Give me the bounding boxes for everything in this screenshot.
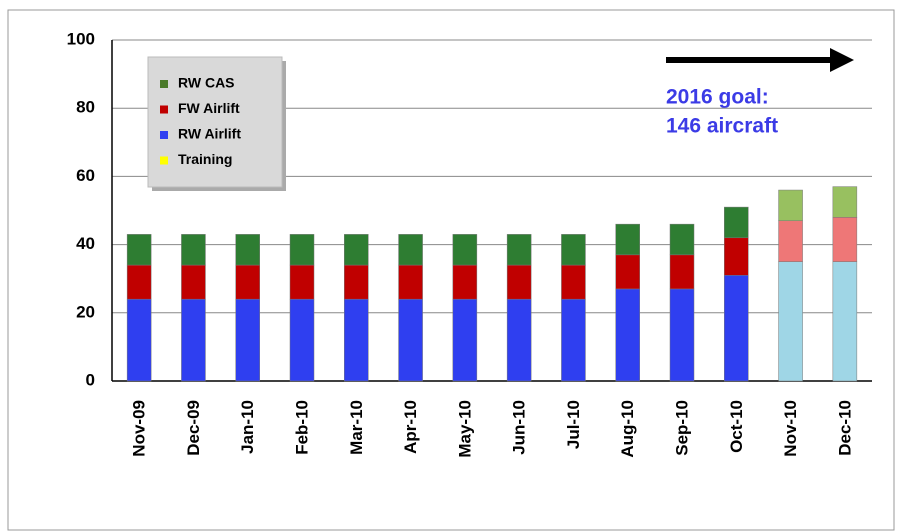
x-tick-label: Jun-10: [510, 400, 529, 455]
y-tick-label: 40: [76, 234, 95, 253]
y-tick-label: 0: [86, 370, 95, 389]
x-tick-label: Dec-09: [184, 400, 203, 456]
bar-segment: [778, 261, 803, 382]
bar-segment: [235, 234, 260, 266]
bar-segment: [778, 220, 803, 262]
bar-segment: [506, 234, 532, 266]
bar-segment: [235, 264, 260, 300]
bar-segment: [561, 264, 586, 300]
legend-swatch: [160, 131, 168, 139]
bar-segment: [181, 264, 206, 300]
bar-segment: [669, 223, 695, 256]
x-tick-label: Jan-10: [238, 400, 257, 454]
bar-segment: [832, 186, 858, 218]
legend-swatch: [160, 156, 168, 165]
bar-segment: [126, 264, 152, 300]
bar-segment: [669, 254, 695, 290]
bar-segment: [832, 261, 858, 382]
bar-segment: [615, 288, 640, 382]
bar-segment: [615, 223, 640, 256]
legend-label: RW CAS: [178, 75, 235, 91]
bar-segment: [561, 298, 586, 382]
x-tick-label: Dec-10: [835, 400, 854, 456]
bar-segment: [506, 264, 532, 300]
x-tick-label: Nov-10: [781, 400, 800, 457]
bar-segment: [126, 298, 152, 382]
x-tick-label: Oct-10: [727, 400, 746, 453]
bar-segment: [344, 298, 369, 382]
x-tick-label: Nov-09: [130, 400, 149, 457]
x-tick-label: Jul-10: [564, 400, 583, 449]
x-tick-label: Sep-10: [672, 400, 691, 456]
bar-segment: [126, 234, 152, 266]
bar-segment: [452, 234, 478, 266]
bar-segment: [832, 217, 858, 262]
bar-segment: [344, 234, 369, 266]
bar-segment: [615, 254, 640, 290]
bar-segment: [398, 298, 423, 382]
frame: [7, 9, 895, 531]
x-tick-label: Aug-10: [618, 400, 637, 458]
x-tick-label: Mar-10: [347, 400, 366, 455]
legend-label: Training: [178, 151, 232, 167]
bar-segment: [724, 237, 749, 276]
y-tick-label: 60: [76, 166, 95, 185]
x-tick-label: Feb-10: [292, 400, 311, 455]
bar-segment: [181, 234, 206, 266]
legend-swatch: [160, 80, 168, 88]
y-tick-label: 100: [67, 29, 95, 48]
bar-segment: [724, 275, 749, 382]
annotation: 146 aircraft: [666, 115, 778, 138]
x-tick-label: May-10: [455, 400, 474, 458]
bar-segment: [724, 206, 749, 239]
bar-segment: [398, 234, 423, 266]
y-tick-label: 20: [76, 302, 95, 321]
bar-segment: [235, 298, 260, 382]
legend: [147, 56, 283, 188]
bar-segment: [452, 298, 478, 382]
x-tick-label: Apr-10: [401, 400, 420, 454]
bar-segment: [289, 234, 315, 266]
annotation: 2016 goal:: [666, 86, 769, 109]
bar-segment: [289, 264, 315, 300]
bar-segment: [561, 234, 586, 266]
bar-segment: [398, 264, 423, 300]
y-tick-label: 80: [76, 98, 95, 117]
legend-label: FW Airlift: [178, 100, 240, 116]
bar-segment: [778, 189, 803, 221]
bar-segment: [289, 298, 315, 382]
legend-swatch: [160, 105, 168, 114]
bar-segment: [669, 288, 695, 382]
legend-label: RW Airlift: [178, 126, 241, 142]
bar-segment: [181, 298, 206, 382]
bar-segment: [506, 298, 532, 382]
bar-segment: [344, 264, 369, 300]
bar-segment: [452, 264, 478, 300]
